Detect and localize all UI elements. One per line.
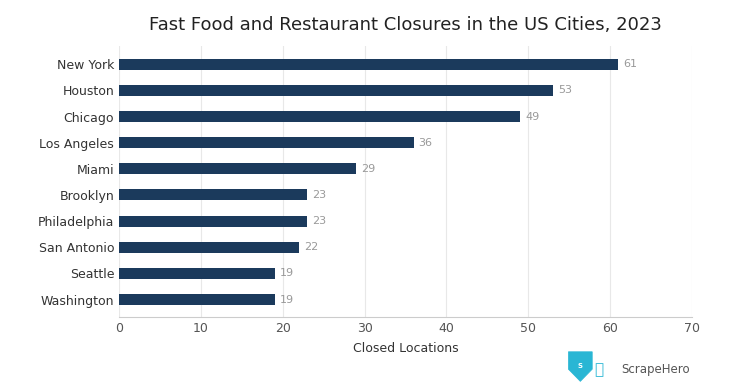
Text: 61: 61: [623, 59, 637, 69]
Bar: [119, 137, 414, 148]
Text: 19: 19: [280, 269, 294, 278]
Bar: [119, 216, 307, 227]
Bar: [119, 111, 520, 122]
Text: ⛨: ⛨: [594, 362, 603, 377]
Text: 29: 29: [362, 164, 376, 174]
Bar: [119, 242, 299, 253]
Text: 49: 49: [525, 111, 539, 122]
Text: 36: 36: [419, 138, 432, 148]
Bar: [119, 190, 307, 200]
Text: 53: 53: [558, 86, 571, 95]
Bar: [119, 85, 553, 96]
Polygon shape: [568, 352, 592, 382]
Text: ScrapeHero: ScrapeHero: [621, 363, 690, 376]
Bar: [119, 268, 275, 279]
Text: 22: 22: [304, 242, 318, 252]
Text: 19: 19: [280, 295, 294, 305]
Title: Fast Food and Restaurant Closures in the US Cities, 2023: Fast Food and Restaurant Closures in the…: [149, 16, 662, 34]
Bar: [119, 59, 618, 70]
Bar: [119, 163, 356, 174]
Bar: [119, 294, 275, 305]
Text: S: S: [578, 363, 583, 369]
Text: 23: 23: [312, 190, 327, 200]
X-axis label: Closed Locations: Closed Locations: [353, 342, 458, 355]
Text: 23: 23: [312, 216, 327, 226]
